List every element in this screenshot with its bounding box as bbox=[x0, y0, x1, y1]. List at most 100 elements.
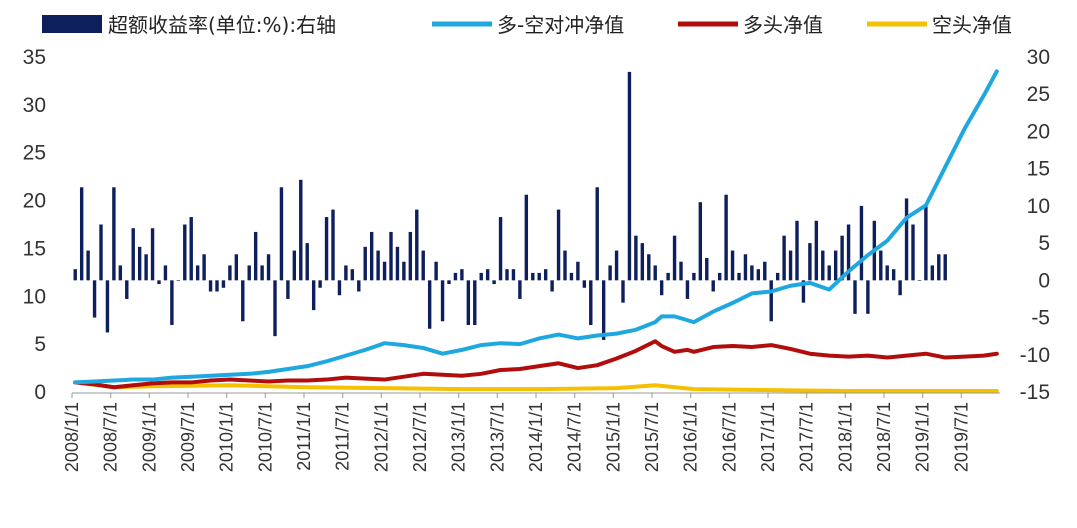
bar bbox=[337, 280, 342, 296]
x-axis: 2008/1/1 2008/7/1 2009/1/1 2009/7/1 2010/1/1… bbox=[62, 393, 971, 472]
x-tick-label: 2009/7/1 bbox=[178, 402, 198, 472]
bar bbox=[118, 265, 123, 281]
bar bbox=[247, 265, 251, 281]
x-tick-label: 2013/7/1 bbox=[487, 402, 507, 472]
x-tick-label: 2014/1/1 bbox=[526, 402, 546, 472]
bar bbox=[543, 269, 548, 281]
x-tick-label: 2009/1/1 bbox=[139, 402, 159, 472]
x-tick-label: 2019/1/1 bbox=[913, 402, 933, 472]
bar bbox=[730, 250, 735, 281]
bar bbox=[608, 265, 612, 281]
bar bbox=[73, 269, 77, 281]
x-tick-label: 2008/1/1 bbox=[62, 402, 82, 472]
x-tick-label: 2018/1/1 bbox=[835, 402, 855, 472]
right-tick-label: 5 bbox=[1038, 232, 1050, 255]
bar bbox=[563, 250, 567, 281]
bar bbox=[324, 217, 329, 281]
bar bbox=[524, 194, 529, 281]
right-tick-label: 25 bbox=[1027, 83, 1050, 106]
left-tick-label: 5 bbox=[34, 333, 46, 356]
bar bbox=[176, 280, 181, 281]
bar bbox=[208, 280, 213, 292]
bar bbox=[408, 231, 413, 281]
right-axis: -15 -10 -5 0 5 10 15 20 25 30 bbox=[1020, 46, 1050, 404]
x-tick-label: 2017/7/1 bbox=[797, 402, 817, 472]
bar bbox=[589, 280, 593, 325]
bar bbox=[769, 280, 773, 322]
bar bbox=[556, 209, 561, 281]
bar bbox=[221, 280, 226, 288]
x-tick-label: 2015/1/1 bbox=[603, 402, 623, 472]
legend: 超额收益率(单位:%):右轴 多-空对冲净值 多头净值 空头净值 bbox=[42, 13, 1012, 37]
bar bbox=[331, 209, 335, 281]
bar bbox=[183, 224, 187, 281]
bar bbox=[131, 228, 135, 281]
bar bbox=[266, 254, 271, 281]
bar bbox=[917, 280, 922, 281]
bar bbox=[415, 209, 419, 281]
bar bbox=[440, 280, 445, 322]
right-tick-label: -5 bbox=[1031, 307, 1050, 330]
bar bbox=[279, 187, 284, 281]
bar bbox=[363, 246, 367, 281]
bar bbox=[369, 231, 374, 281]
bar bbox=[453, 272, 458, 281]
legend-label-long: 多头净值 bbox=[743, 13, 823, 37]
bar bbox=[473, 280, 477, 325]
bar bbox=[144, 254, 148, 281]
bar bbox=[840, 235, 844, 281]
bar bbox=[943, 254, 947, 281]
bar bbox=[150, 228, 155, 281]
bar bbox=[434, 261, 438, 281]
bar bbox=[672, 235, 677, 281]
x-tick-label: 2011/7/1 bbox=[333, 402, 353, 471]
bar bbox=[137, 246, 142, 281]
bar bbox=[640, 243, 645, 281]
bar bbox=[692, 272, 696, 281]
left-tick-label: 30 bbox=[23, 94, 46, 117]
bar bbox=[647, 254, 651, 281]
bar bbox=[234, 254, 239, 281]
right-tick-label: -15 bbox=[1020, 381, 1050, 404]
bar bbox=[537, 272, 541, 281]
bar bbox=[711, 280, 715, 292]
bar bbox=[911, 224, 915, 281]
bar bbox=[569, 272, 574, 281]
bar bbox=[866, 280, 870, 314]
bar bbox=[479, 272, 483, 281]
x-tick-label: 2017/1/1 bbox=[758, 402, 778, 472]
bar bbox=[795, 220, 799, 281]
bar bbox=[601, 280, 606, 340]
bar bbox=[105, 280, 110, 333]
bar bbox=[827, 265, 831, 281]
bar bbox=[576, 261, 580, 281]
bar bbox=[157, 280, 161, 285]
left-tick-label: 25 bbox=[23, 142, 46, 165]
bar bbox=[228, 265, 232, 281]
bar bbox=[318, 280, 322, 288]
bar bbox=[801, 280, 806, 303]
bar bbox=[737, 272, 741, 281]
bar bbox=[614, 250, 619, 281]
bar bbox=[763, 261, 767, 281]
bar bbox=[582, 280, 587, 288]
bar bbox=[253, 231, 258, 281]
x-tick-label: 2015/7/1 bbox=[642, 402, 662, 472]
bar bbox=[634, 235, 638, 281]
bar bbox=[170, 280, 174, 325]
series-line bbox=[73, 339, 999, 390]
bar bbox=[189, 217, 193, 281]
bar bbox=[924, 205, 928, 281]
bar bbox=[299, 179, 303, 281]
bar bbox=[241, 280, 245, 322]
bar bbox=[904, 198, 909, 281]
x-tick-label: 2019/7/1 bbox=[951, 402, 971, 472]
bar bbox=[833, 250, 838, 281]
bar bbox=[427, 280, 432, 329]
legend-label-long-short: 多-空对冲净值 bbox=[497, 13, 624, 37]
bar bbox=[273, 280, 277, 337]
legend-label-short: 空头净值 bbox=[932, 13, 1012, 37]
bar bbox=[466, 280, 471, 325]
left-tick-label: 20 bbox=[23, 190, 46, 213]
